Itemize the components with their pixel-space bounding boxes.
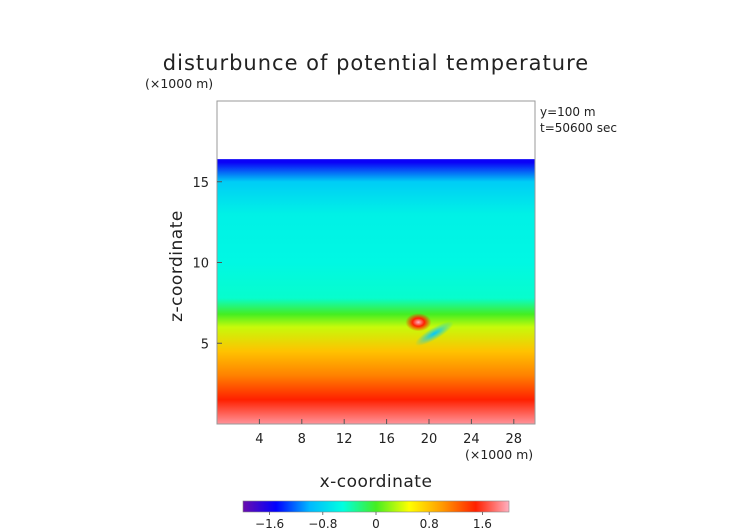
colorbar-ticks: −1.6 −0.8 0 0.8 1.6	[255, 512, 492, 531]
colorbar-tick-label: 0.8	[420, 517, 439, 531]
x-tick-label: 28	[506, 432, 523, 447]
field-layer	[217, 159, 535, 424]
x-tick-label: 12	[336, 432, 353, 447]
heatmap-field	[217, 159, 535, 424]
colorbar-tick-label: −1.6	[255, 517, 284, 531]
x-axis-ticks: 4 8 12 16 20 24 28	[255, 419, 522, 447]
y-axis-label: z-coordinate	[167, 210, 187, 322]
y-tick-label: 15	[192, 176, 209, 191]
x-axis-label: x-coordinate	[320, 472, 433, 492]
top-unit-label: (×1000 m)	[145, 76, 213, 91]
colorbar-tick-label: 1.6	[473, 517, 492, 531]
annotation-t: t=50600 sec	[540, 121, 617, 135]
x-tick-label: 16	[378, 432, 395, 447]
chart-title: disturbunce of potential temperature	[163, 51, 589, 75]
y-tick-label: 5	[201, 337, 209, 352]
bottom-unit-label: (×1000 m)	[465, 447, 533, 462]
annotation-y: y=100 m	[540, 105, 596, 119]
cold-tongue	[415, 321, 454, 346]
y-axis-ticks: 5 10 15	[192, 176, 222, 352]
x-tick-label: 24	[463, 432, 480, 447]
colorbar-tick-label: 0	[372, 517, 380, 531]
colorbar	[242, 500, 510, 513]
x-tick-label: 4	[255, 432, 263, 447]
colorbar-tick-label: −0.8	[308, 517, 337, 531]
y-tick-label: 10	[192, 257, 209, 272]
x-tick-label: 8	[298, 432, 306, 447]
warm-anomaly	[405, 313, 432, 332]
x-tick-label: 20	[421, 432, 438, 447]
